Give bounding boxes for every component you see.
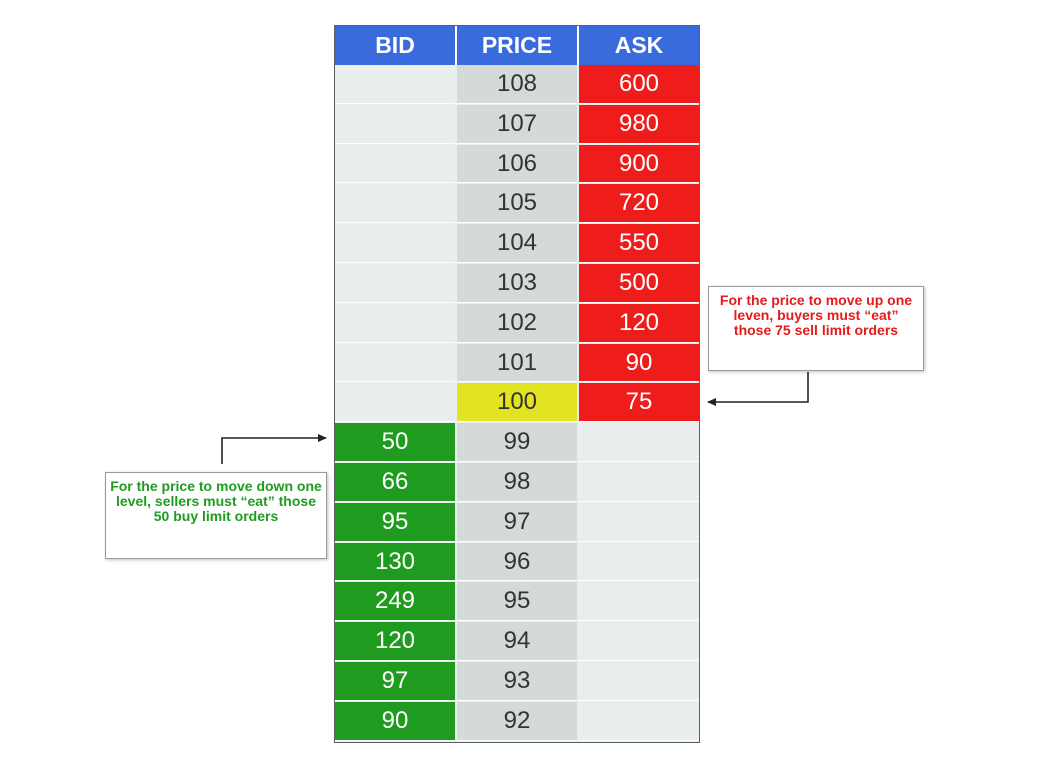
price-cell: 108 [457, 65, 577, 104]
order-book-table: BID PRICE ASK 108 600 107 980 106 900 105 720 10… [334, 25, 700, 743]
ask-cell: 500 [579, 263, 699, 303]
bid-cell: 120 [335, 622, 455, 661]
price-cell: 106 [457, 144, 577, 184]
order-book-row: 249 95 [335, 582, 699, 622]
price-cell: 97 [457, 502, 577, 542]
order-book-header: BID PRICE ASK [335, 26, 699, 65]
bid-cell [335, 104, 455, 144]
order-book-row: 103 500 [335, 263, 699, 304]
bid-cell: 97 [335, 661, 455, 701]
ask-cell [579, 661, 699, 701]
bid-column-header: BID [335, 26, 455, 65]
price-cell: 102 [457, 303, 577, 343]
sell-callout-arrow [707, 372, 809, 406]
ask-cell [579, 622, 699, 661]
order-book-row: 50 99 [335, 423, 699, 463]
bid-cell: 66 [335, 462, 455, 502]
order-book-row: 95 97 [335, 502, 699, 543]
order-book-row: 104 550 [335, 224, 699, 264]
bid-cell: 249 [335, 582, 455, 622]
order-book-row: 106 900 [335, 144, 699, 185]
bid-cell [335, 224, 455, 263]
order-book-row: 120 94 [335, 622, 699, 662]
price-cell: 107 [457, 104, 577, 144]
price-cell: 94 [457, 622, 577, 661]
price-cell: 101 [457, 343, 577, 383]
ask-cell: 550 [579, 224, 699, 263]
price-cell: 96 [457, 542, 577, 582]
order-book-row: 101 90 [335, 343, 699, 384]
bid-cell [335, 184, 455, 224]
order-book-row: 105 720 [335, 184, 699, 224]
ask-column-header: ASK [579, 26, 699, 65]
ask-cell [579, 701, 699, 741]
bid-cell: 95 [335, 502, 455, 542]
ask-cell [579, 462, 699, 502]
bid-cell [335, 65, 455, 104]
ask-cell: 90 [579, 343, 699, 383]
order-book-row: 102 120 [335, 303, 699, 344]
buy-callout-arrow [221, 434, 327, 464]
ask-cell: 600 [579, 65, 699, 104]
price-column-header: PRICE [457, 26, 577, 65]
order-book-rows: 108 600 107 980 106 900 105 720 104 550 103 500 102 1… [335, 65, 699, 742]
order-book-row: 130 96 [335, 542, 699, 583]
bid-cell [335, 303, 455, 343]
order-book-row: 97 93 [335, 661, 699, 702]
price-cell: 93 [457, 661, 577, 701]
order-book-row: 66 98 [335, 462, 699, 503]
order-book-row: 107 980 [335, 104, 699, 145]
bid-cell: 90 [335, 701, 455, 741]
bid-cell [335, 263, 455, 303]
current-price-cell: 100 [457, 383, 577, 423]
price-cell: 98 [457, 462, 577, 502]
order-book-row: 90 92 [335, 701, 699, 742]
ask-cell [579, 582, 699, 622]
ask-cell: 720 [579, 184, 699, 224]
ask-cell [579, 502, 699, 542]
bid-cell [335, 144, 455, 184]
sell-orders-callout: For the price to move up one leven, buye… [708, 286, 924, 371]
ask-cell: 120 [579, 303, 699, 343]
price-cell: 92 [457, 701, 577, 741]
bid-cell: 50 [335, 423, 455, 462]
price-cell: 103 [457, 263, 577, 303]
ask-cell [579, 423, 699, 462]
bid-cell [335, 343, 455, 383]
bid-cell [335, 383, 455, 423]
ask-cell: 900 [579, 144, 699, 184]
price-cell: 104 [457, 224, 577, 263]
ask-cell [579, 542, 699, 582]
bid-cell: 130 [335, 542, 455, 582]
price-cell: 95 [457, 582, 577, 622]
ask-cell: 980 [579, 104, 699, 144]
price-cell: 99 [457, 423, 577, 462]
order-book-row: 100 75 [335, 383, 699, 423]
price-cell: 105 [457, 184, 577, 224]
ask-cell: 75 [579, 383, 699, 423]
buy-orders-callout: For the price to move down one level, se… [105, 472, 327, 559]
order-book-row: 108 600 [335, 65, 699, 105]
